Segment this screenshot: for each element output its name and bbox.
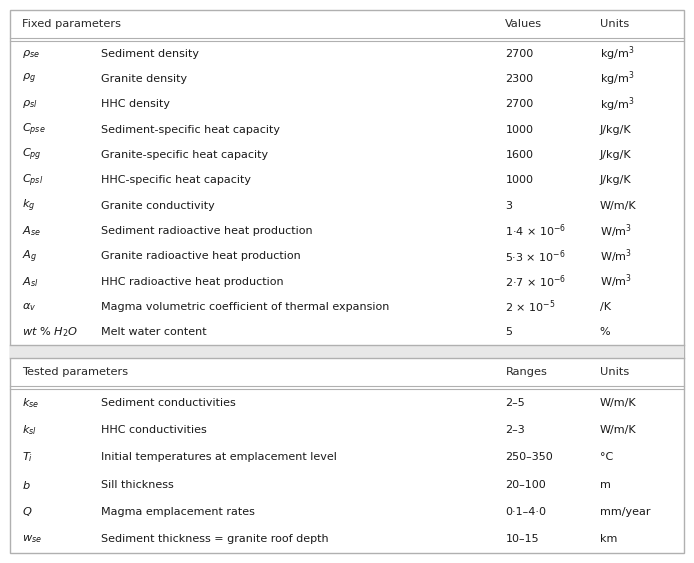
Text: mm/year: mm/year [600, 507, 650, 517]
FancyBboxPatch shape [10, 345, 684, 358]
Text: $\rho_{se}$: $\rho_{se}$ [22, 48, 40, 60]
Text: m: m [600, 480, 611, 490]
Text: Tested parameters: Tested parameters [22, 367, 128, 377]
Text: 5: 5 [505, 327, 512, 337]
Text: Values: Values [505, 19, 543, 29]
Text: Sediment density: Sediment density [101, 48, 199, 59]
Text: Granite conductivity: Granite conductivity [101, 200, 214, 211]
Text: Sediment thickness = granite roof depth: Sediment thickness = granite roof depth [101, 534, 329, 544]
Text: Ranges: Ranges [505, 367, 548, 377]
Text: Melt water content: Melt water content [101, 327, 207, 337]
Text: $C_{psl}$: $C_{psl}$ [22, 172, 44, 189]
Text: Granite radioactive heat production: Granite radioactive heat production [101, 251, 301, 261]
Text: Units: Units [600, 367, 629, 377]
Text: Sediment-specific heat capacity: Sediment-specific heat capacity [101, 124, 280, 135]
Text: km: km [600, 534, 617, 544]
Text: °C: °C [600, 452, 613, 462]
Text: Sill thickness: Sill thickness [101, 480, 174, 490]
Text: J/kg/K: J/kg/K [600, 124, 632, 135]
Text: $\rho_{sl}$: $\rho_{sl}$ [22, 99, 37, 110]
Text: Magma volumetric coefficient of thermal expansion: Magma volumetric coefficient of thermal … [101, 302, 389, 312]
Text: Fixed parameters: Fixed parameters [22, 19, 121, 29]
Text: kg/m$^3$: kg/m$^3$ [600, 44, 634, 63]
Text: 1·4 × 10$^{-6}$: 1·4 × 10$^{-6}$ [505, 223, 566, 239]
Text: W/m/K: W/m/K [600, 425, 636, 435]
Text: $k_{se}$: $k_{se}$ [22, 396, 40, 409]
Text: 20–100: 20–100 [505, 480, 546, 490]
Text: $k_{sl}$: $k_{sl}$ [22, 423, 37, 437]
Text: 250–350: 250–350 [505, 452, 553, 462]
Text: 1000: 1000 [505, 124, 534, 135]
Text: 2–3: 2–3 [505, 425, 525, 435]
Text: 2·7 × 10$^{-6}$: 2·7 × 10$^{-6}$ [505, 274, 566, 290]
Text: 2–5: 2–5 [505, 397, 525, 408]
Text: 0·1–4·0: 0·1–4·0 [505, 507, 546, 517]
FancyBboxPatch shape [10, 10, 684, 553]
Text: Granite-specific heat capacity: Granite-specific heat capacity [101, 150, 268, 160]
Text: W/m$^3$: W/m$^3$ [600, 222, 632, 240]
Text: $wt$ % $H_2O$: $wt$ % $H_2O$ [22, 325, 78, 339]
Text: $\alpha_{v}$: $\alpha_{v}$ [22, 301, 37, 313]
Text: 5·3 × 10$^{-6}$: 5·3 × 10$^{-6}$ [505, 248, 566, 265]
Text: 2700: 2700 [505, 99, 534, 109]
Text: W/m/K: W/m/K [600, 200, 636, 211]
Text: $C_{pse}$: $C_{pse}$ [22, 122, 46, 138]
Text: 10–15: 10–15 [505, 534, 539, 544]
Text: $A_{g}$: $A_{g}$ [22, 248, 37, 265]
Text: kg/m$^3$: kg/m$^3$ [600, 70, 634, 88]
Text: $b$: $b$ [22, 479, 31, 491]
Text: $C_{pg}$: $C_{pg}$ [22, 147, 42, 163]
Text: HHC radioactive heat production: HHC radioactive heat production [101, 276, 284, 287]
Text: kg/m$^3$: kg/m$^3$ [600, 95, 634, 114]
Text: W/m/K: W/m/K [600, 397, 636, 408]
Text: 2300: 2300 [505, 74, 534, 84]
Text: 3: 3 [505, 200, 512, 211]
Text: Granite density: Granite density [101, 74, 187, 84]
Text: W/m$^3$: W/m$^3$ [600, 248, 632, 265]
Text: J/kg/K: J/kg/K [600, 150, 632, 160]
Text: Sediment conductivities: Sediment conductivities [101, 397, 236, 408]
Text: $k_{g}$: $k_{g}$ [22, 198, 35, 214]
Text: 2 × 10$^{-5}$: 2 × 10$^{-5}$ [505, 299, 556, 315]
Text: $T_{i}$: $T_{i}$ [22, 450, 33, 464]
Text: %: % [600, 327, 611, 337]
Text: J/kg/K: J/kg/K [600, 175, 632, 185]
Text: HHC-specific heat capacity: HHC-specific heat capacity [101, 175, 251, 185]
Text: $A_{se}$: $A_{se}$ [22, 224, 41, 238]
Text: W/m$^3$: W/m$^3$ [600, 273, 632, 291]
Text: 1600: 1600 [505, 150, 534, 160]
Text: HHC conductivities: HHC conductivities [101, 425, 207, 435]
Text: Sediment radioactive heat production: Sediment radioactive heat production [101, 226, 312, 236]
Text: Magma emplacement rates: Magma emplacement rates [101, 507, 255, 517]
Text: HHC density: HHC density [101, 99, 170, 109]
Text: $\rho_{g}$: $\rho_{g}$ [22, 72, 36, 86]
Text: 2700: 2700 [505, 48, 534, 59]
Text: $A_{sl}$: $A_{sl}$ [22, 275, 39, 289]
Text: Units: Units [600, 19, 629, 29]
Text: 1000: 1000 [505, 175, 534, 185]
Text: /K: /K [600, 302, 611, 312]
Text: Initial temperatures at emplacement level: Initial temperatures at emplacement leve… [101, 452, 337, 462]
Text: $Q$: $Q$ [22, 506, 33, 519]
Text: $w_{se}$: $w_{se}$ [22, 533, 42, 545]
